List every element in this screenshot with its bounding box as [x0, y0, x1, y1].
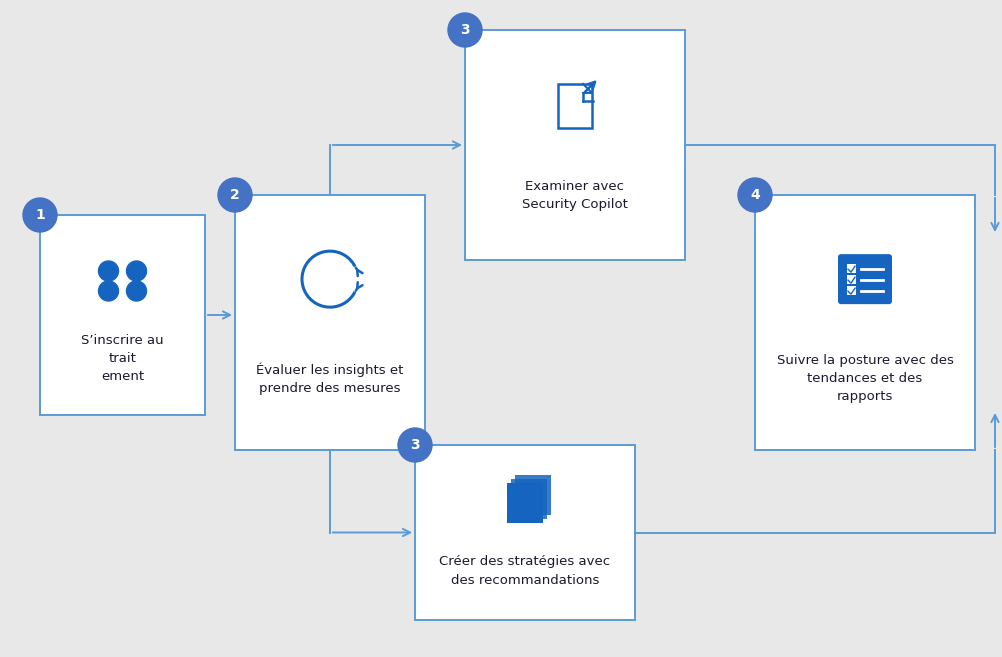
- FancyBboxPatch shape: [507, 483, 543, 523]
- Circle shape: [126, 281, 146, 301]
- FancyBboxPatch shape: [838, 254, 892, 304]
- Circle shape: [98, 261, 118, 281]
- Circle shape: [448, 13, 482, 47]
- Circle shape: [126, 261, 146, 281]
- FancyBboxPatch shape: [465, 30, 685, 260]
- Text: Évaluer les insights et
prendre des mesures: Évaluer les insights et prendre des mesu…: [257, 363, 404, 395]
- Text: Suivre la posture avec des
tendances et des
rapports: Suivre la posture avec des tendances et …: [777, 354, 954, 403]
- Text: 2: 2: [230, 188, 239, 202]
- Text: Créer des stratégies avec
des recommandations: Créer des stratégies avec des recommanda…: [440, 556, 610, 587]
- Circle shape: [23, 198, 57, 232]
- Circle shape: [398, 428, 432, 462]
- FancyBboxPatch shape: [847, 286, 856, 295]
- FancyBboxPatch shape: [847, 275, 856, 284]
- FancyBboxPatch shape: [511, 479, 547, 519]
- Text: Examiner avec
Security Copilot: Examiner avec Security Copilot: [522, 180, 628, 211]
- Text: 1: 1: [35, 208, 45, 222]
- FancyBboxPatch shape: [515, 475, 551, 514]
- FancyBboxPatch shape: [558, 84, 592, 128]
- FancyBboxPatch shape: [235, 195, 425, 450]
- Circle shape: [738, 178, 772, 212]
- FancyBboxPatch shape: [415, 445, 635, 620]
- FancyBboxPatch shape: [847, 264, 856, 273]
- Text: 3: 3: [410, 438, 420, 452]
- Circle shape: [218, 178, 252, 212]
- FancyBboxPatch shape: [755, 195, 975, 450]
- Text: 4: 4: [750, 188, 760, 202]
- FancyBboxPatch shape: [40, 215, 205, 415]
- Circle shape: [98, 281, 118, 301]
- Text: S’inscrire au
trait
ement: S’inscrire au trait ement: [81, 334, 163, 384]
- Text: 3: 3: [460, 23, 470, 37]
